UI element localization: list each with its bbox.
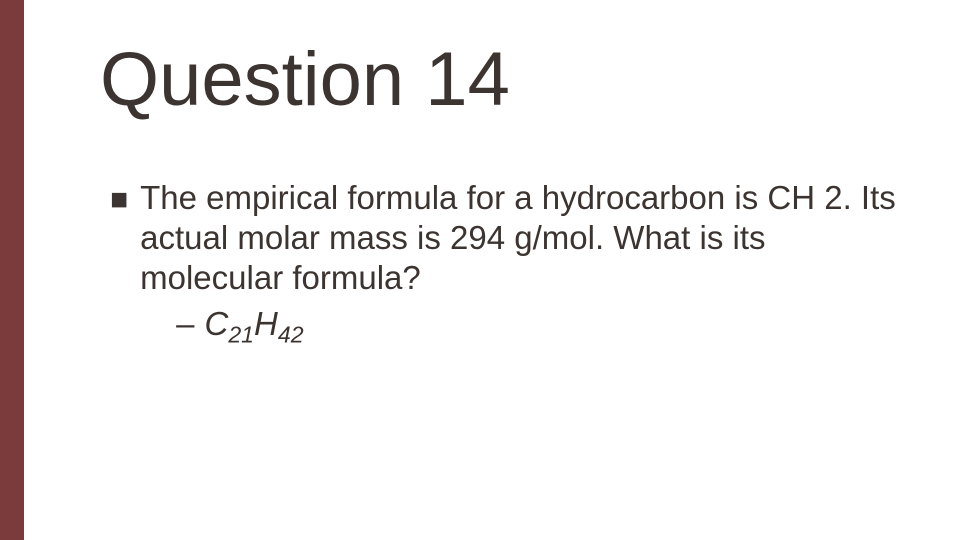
square-bullet-icon: ■: [110, 180, 128, 220]
slide-body: ■ The empirical formula for a hydrocarbo…: [110, 178, 900, 355]
answer-formula: C21H42: [204, 304, 303, 355]
bullet-content: The empirical formula for a hydrocarbon …: [140, 178, 900, 355]
slide: Question 14 ■ The empirical formula for …: [0, 0, 960, 540]
formula-c: C: [204, 305, 228, 342]
dash-icon: –: [176, 304, 194, 344]
formula-h: H: [254, 305, 278, 342]
accent-bar: [0, 0, 24, 540]
bullet-item: ■ The empirical formula for a hydrocarbo…: [110, 178, 900, 355]
question-text: The empirical formula for a hydrocarbon …: [140, 179, 896, 296]
formula-h-sub: 42: [278, 322, 304, 348]
formula-c-sub: 21: [228, 322, 254, 348]
answer-row: – C21H42: [176, 304, 900, 355]
slide-title: Question 14: [100, 36, 510, 123]
